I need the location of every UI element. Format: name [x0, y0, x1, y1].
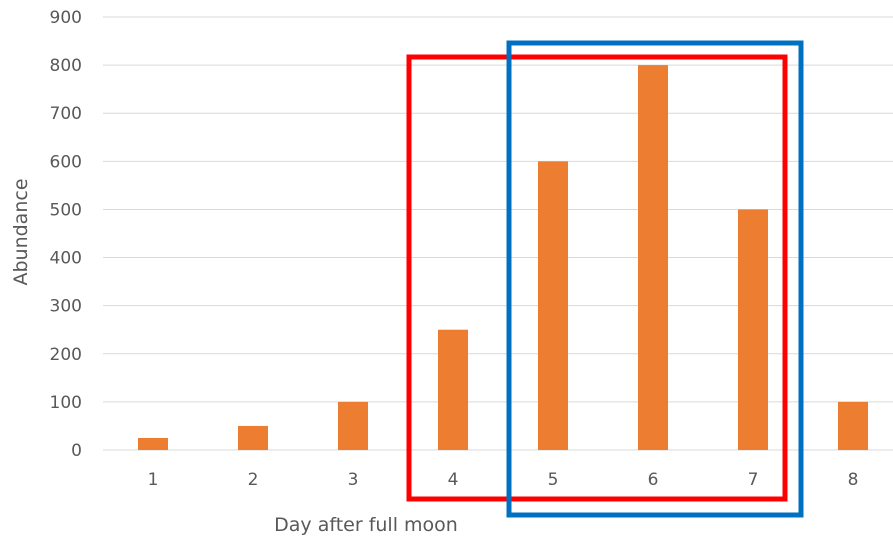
- x-tick-label: 5: [548, 470, 559, 490]
- y-tick-label: 300: [50, 297, 82, 317]
- bar-day-7: [738, 209, 768, 450]
- bar-day-6: [638, 65, 668, 450]
- x-tick-label: 4: [448, 470, 459, 490]
- x-tick-label: 2: [248, 470, 259, 490]
- y-tick-label: 200: [50, 345, 82, 365]
- y-tick-label: 900: [50, 8, 82, 28]
- blue-highlight-box: [506, 40, 804, 518]
- y-tick-label: 500: [50, 200, 82, 220]
- x-axis-title: Day after full moon: [274, 514, 458, 536]
- y-axis-ticks: 0 100 200 300 400 500 600 700 800 900: [50, 8, 82, 461]
- y-axis-title: Abundance: [10, 178, 32, 285]
- bar-day-1: [138, 437, 168, 450]
- y-tick-label: 100: [50, 393, 82, 413]
- y-tick-label: 700: [50, 104, 82, 124]
- x-tick-label: 7: [748, 470, 759, 490]
- y-tick-label: 800: [50, 56, 82, 76]
- y-tick-label: 600: [50, 152, 82, 172]
- gridlines: [103, 16, 893, 451]
- x-tick-label: 8: [848, 470, 859, 490]
- bar-day-5: [538, 161, 568, 451]
- bars: [138, 65, 868, 451]
- bar-day-8: [838, 401, 868, 450]
- red-highlight-box: [406, 54, 788, 502]
- bar-day-2: [238, 425, 268, 450]
- highlight-boxes: [406, 40, 804, 518]
- y-tick-label: 0: [71, 441, 82, 461]
- bar-day-4: [438, 329, 468, 450]
- x-tick-label: 6: [648, 470, 659, 490]
- bar-day-3: [338, 401, 368, 450]
- x-tick-label: 3: [348, 470, 359, 490]
- x-tick-label: 1: [148, 470, 159, 490]
- x-axis-ticks: 1 2 3 4 5 6 7 8: [148, 470, 859, 490]
- y-tick-label: 400: [50, 249, 82, 269]
